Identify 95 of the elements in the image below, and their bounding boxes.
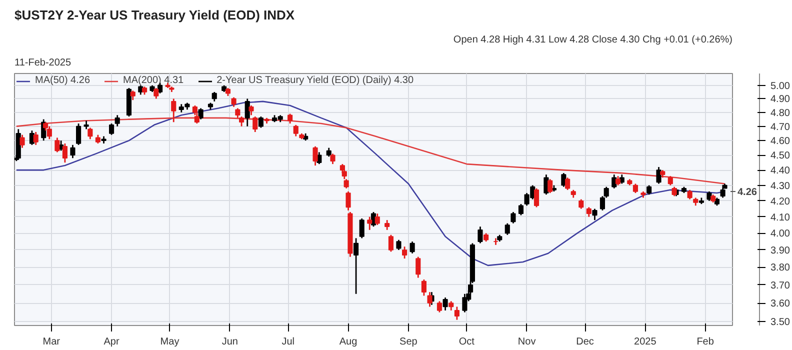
y-tick-label: 4.40 <box>770 166 790 177</box>
y-tick-label: 4.20 <box>770 196 790 208</box>
candlestick <box>448 300 454 312</box>
candlestick <box>646 184 652 196</box>
x-tick-label: Dec <box>576 336 594 348</box>
x-tick-label: Aug <box>339 336 358 348</box>
candlestick <box>592 208 598 221</box>
y-tick-label: 4.30 <box>770 180 790 192</box>
y-tick-label: 3.80 <box>770 262 790 274</box>
x-tick-label: Mar <box>42 336 61 348</box>
y-tick-label: 3.90 <box>770 245 790 256</box>
x-tick-label: Oct <box>458 336 475 348</box>
candlestick <box>46 126 52 140</box>
candlestick <box>402 246 408 260</box>
candlestick <box>244 98 250 128</box>
legend-label: 2-Year US Treasury Yield (EOD) (Daily) 4.30 <box>216 75 414 86</box>
candlestick <box>88 127 93 140</box>
candlestick <box>346 190 351 212</box>
candlestick <box>632 183 638 194</box>
candlestick <box>578 198 584 210</box>
x-tick-label: Apr <box>104 336 120 348</box>
data-label: 4.26 <box>738 186 758 198</box>
x-tick-label: Nov <box>518 336 536 348</box>
y-tick-label: 4.70 <box>770 122 790 133</box>
y-tick-label: 5.00 <box>770 80 790 92</box>
candlestick <box>76 122 82 146</box>
x-tick-label: Feb <box>696 336 714 348</box>
candlestick <box>410 240 415 254</box>
chart-title: $UST2Y 2-Year US Treasury Yield (EOD) INDX <box>14 8 295 22</box>
candlestick <box>54 137 60 153</box>
candlestick <box>396 239 402 251</box>
candlestick <box>548 178 553 194</box>
candlestick <box>436 300 442 313</box>
candlestick <box>454 306 460 321</box>
candlestick <box>171 98 176 123</box>
candlestick <box>114 114 120 128</box>
candlestick <box>504 222 510 236</box>
legend-label: MA(200) 4.31 <box>123 75 184 86</box>
candlestick <box>33 131 38 146</box>
candlestick <box>388 234 394 252</box>
candlestick <box>62 142 68 164</box>
candlestick <box>534 188 540 208</box>
x-tick-label: Jun <box>222 336 238 348</box>
candlestick <box>668 175 673 186</box>
candlestick <box>374 212 380 226</box>
candlestick <box>293 124 298 137</box>
candlestick <box>359 218 364 239</box>
y-tick-label: 3.60 <box>770 298 790 310</box>
y-tick-label: 3.70 <box>770 280 790 292</box>
candlestick <box>312 146 318 166</box>
candlestick <box>70 144 76 159</box>
candlestick <box>20 134 25 149</box>
candlestick <box>565 176 570 191</box>
candlestick <box>154 87 159 100</box>
y-tick-label: 4.00 <box>770 228 790 240</box>
candlestick <box>252 116 258 133</box>
y-tick-label: 4.90 <box>770 94 790 106</box>
candlestick <box>212 91 217 102</box>
y-tick-label: 4.80 <box>770 108 790 119</box>
x-tick-label: 2025 <box>634 336 657 348</box>
candlestick <box>384 219 390 231</box>
candlestick <box>130 90 136 101</box>
candlestick <box>462 293 468 313</box>
candlestick <box>510 211 516 224</box>
candlestick <box>586 206 592 218</box>
candlestick <box>367 216 372 231</box>
candlestick <box>421 278 426 296</box>
legend-label: MA(50) 4.26 <box>35 75 90 86</box>
y-tick-label: 4.50 <box>770 150 790 162</box>
candlestick <box>442 296 448 312</box>
candlestick <box>687 189 692 200</box>
candlestick <box>235 108 240 119</box>
candlestick <box>720 188 726 198</box>
candlestick <box>354 237 359 295</box>
y-tick-label: 4.60 <box>770 136 790 148</box>
x-tick-label: Jul <box>282 336 295 348</box>
y-tick-label: 3.50 <box>770 317 790 328</box>
x-tick-label: Sep <box>400 336 418 348</box>
candlestick <box>231 96 236 108</box>
chart-subtitle: 11-Feb-2025 <box>14 58 72 68</box>
candlestick <box>108 122 114 136</box>
candlestick <box>248 104 254 116</box>
candlestick <box>518 203 524 216</box>
candlestick <box>427 291 432 308</box>
candlestick <box>656 166 662 184</box>
candlestick <box>330 152 336 165</box>
candlestick <box>416 256 421 278</box>
candlestick <box>478 226 483 244</box>
candlestick <box>615 175 621 186</box>
candlestick <box>198 108 204 120</box>
candlestick <box>288 113 293 124</box>
x-tick-label: May <box>160 336 180 348</box>
y-tick-label: 4.10 <box>770 212 790 224</box>
candlestick <box>258 116 264 128</box>
text: Open 4.28 High 4.31 Low 4.28 Close 4.30 Chg +0.01 (+0.26%) <box>453 34 732 46</box>
